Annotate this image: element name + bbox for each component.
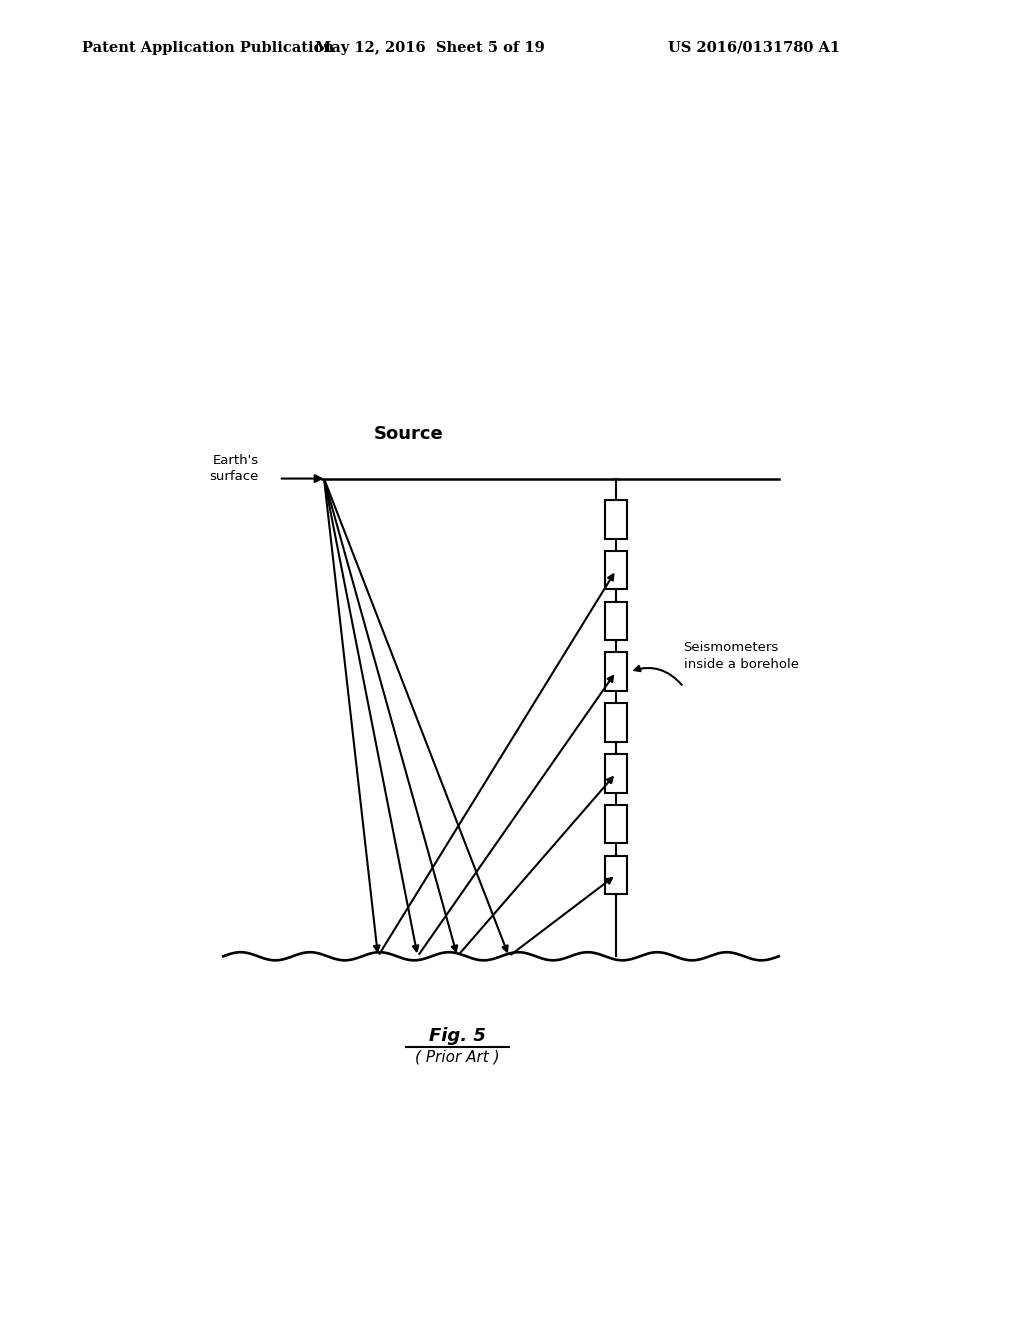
Text: Patent Application Publication: Patent Application Publication [82,41,334,54]
Bar [605,805,627,843]
Bar [605,602,627,640]
Bar [605,550,627,589]
Bar [605,754,627,792]
Text: May 12, 2016  Sheet 5 of 19: May 12, 2016 Sheet 5 of 19 [315,41,545,54]
Text: Source: Source [374,425,443,444]
Bar [605,652,627,690]
Text: Fig. 5: Fig. 5 [429,1027,485,1044]
Bar [605,855,627,894]
Bar [605,704,627,742]
Bar [605,500,627,539]
Text: ( Prior Art ): ( Prior Art ) [415,1049,500,1065]
Text: US 2016/0131780 A1: US 2016/0131780 A1 [668,41,840,54]
Text: Seismometers
inside a borehole: Seismometers inside a borehole [684,642,799,672]
Text: Earth's
surface: Earth's surface [210,454,259,483]
